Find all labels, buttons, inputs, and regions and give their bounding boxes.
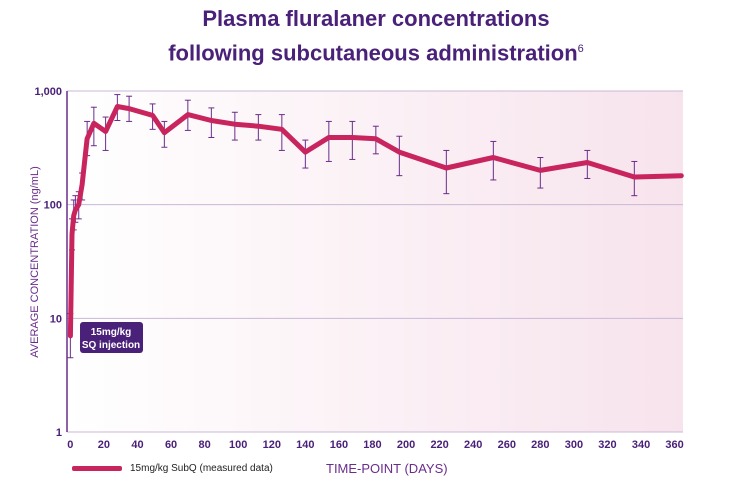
- x-tick-label: 340: [632, 439, 650, 451]
- annotation-box: [80, 322, 143, 353]
- chart-title-line1: Plasma fluralaner concentrations: [202, 6, 550, 31]
- chart-title-line2: following subcutaneous administration: [168, 40, 578, 66]
- x-tick-label: 200: [397, 439, 415, 451]
- y-axis-label: AVERAGE CONCENTRATION (ng/mL): [29, 166, 41, 358]
- x-tick-label: 100: [229, 439, 247, 451]
- x-tick-label: 140: [296, 439, 314, 451]
- x-tick-label: 260: [498, 439, 516, 451]
- series-line: [67, 104, 684, 339]
- x-tick-label: 320: [598, 439, 616, 451]
- legend: 15mg/kg SubQ (measured data): [72, 463, 273, 474]
- x-tick-label: 180: [363, 439, 381, 451]
- x-axis-label: TIME-POINT (DAYS): [326, 461, 448, 476]
- x-tick-label: 300: [565, 439, 583, 451]
- plot-area-background: [67, 91, 683, 432]
- x-tick-label: 240: [464, 439, 482, 451]
- chart-title: Plasma fluralaner concentrations followi…: [0, 4, 752, 68]
- y-tick-label: 100: [44, 200, 62, 212]
- x-tick-label: 160: [330, 439, 348, 451]
- annotation-line1: 15mg/kg: [91, 327, 132, 338]
- x-tick-label: 80: [199, 439, 211, 451]
- x-tick-label: 120: [263, 439, 281, 451]
- legend-swatch: [72, 466, 122, 471]
- legend-label: 15mg/kg SubQ (measured data): [130, 463, 273, 474]
- x-tick-label: 60: [165, 439, 177, 451]
- injection-annotation: 15mg/kg SQ injection: [80, 322, 143, 353]
- y-tick-label: 1,000: [34, 86, 62, 98]
- annotation-line2: SQ injection: [82, 340, 140, 351]
- x-tick-label: 20: [98, 439, 110, 451]
- x-tick-label: 220: [430, 439, 448, 451]
- axes: 1 10 100 1,000 0 20 40 60 80 100 120 140 160 180 200 22…: [34, 86, 683, 451]
- x-tick-label: 280: [531, 439, 549, 451]
- x-tick-label: 360: [665, 439, 683, 451]
- y-tick-label: 1: [56, 427, 62, 439]
- y-tick-label: 10: [50, 313, 62, 325]
- chart-title-superscript: 6: [577, 43, 584, 55]
- x-tick-label: 0: [67, 439, 73, 451]
- grid-lines: [67, 90, 683, 433]
- x-tick-label: 40: [131, 439, 143, 451]
